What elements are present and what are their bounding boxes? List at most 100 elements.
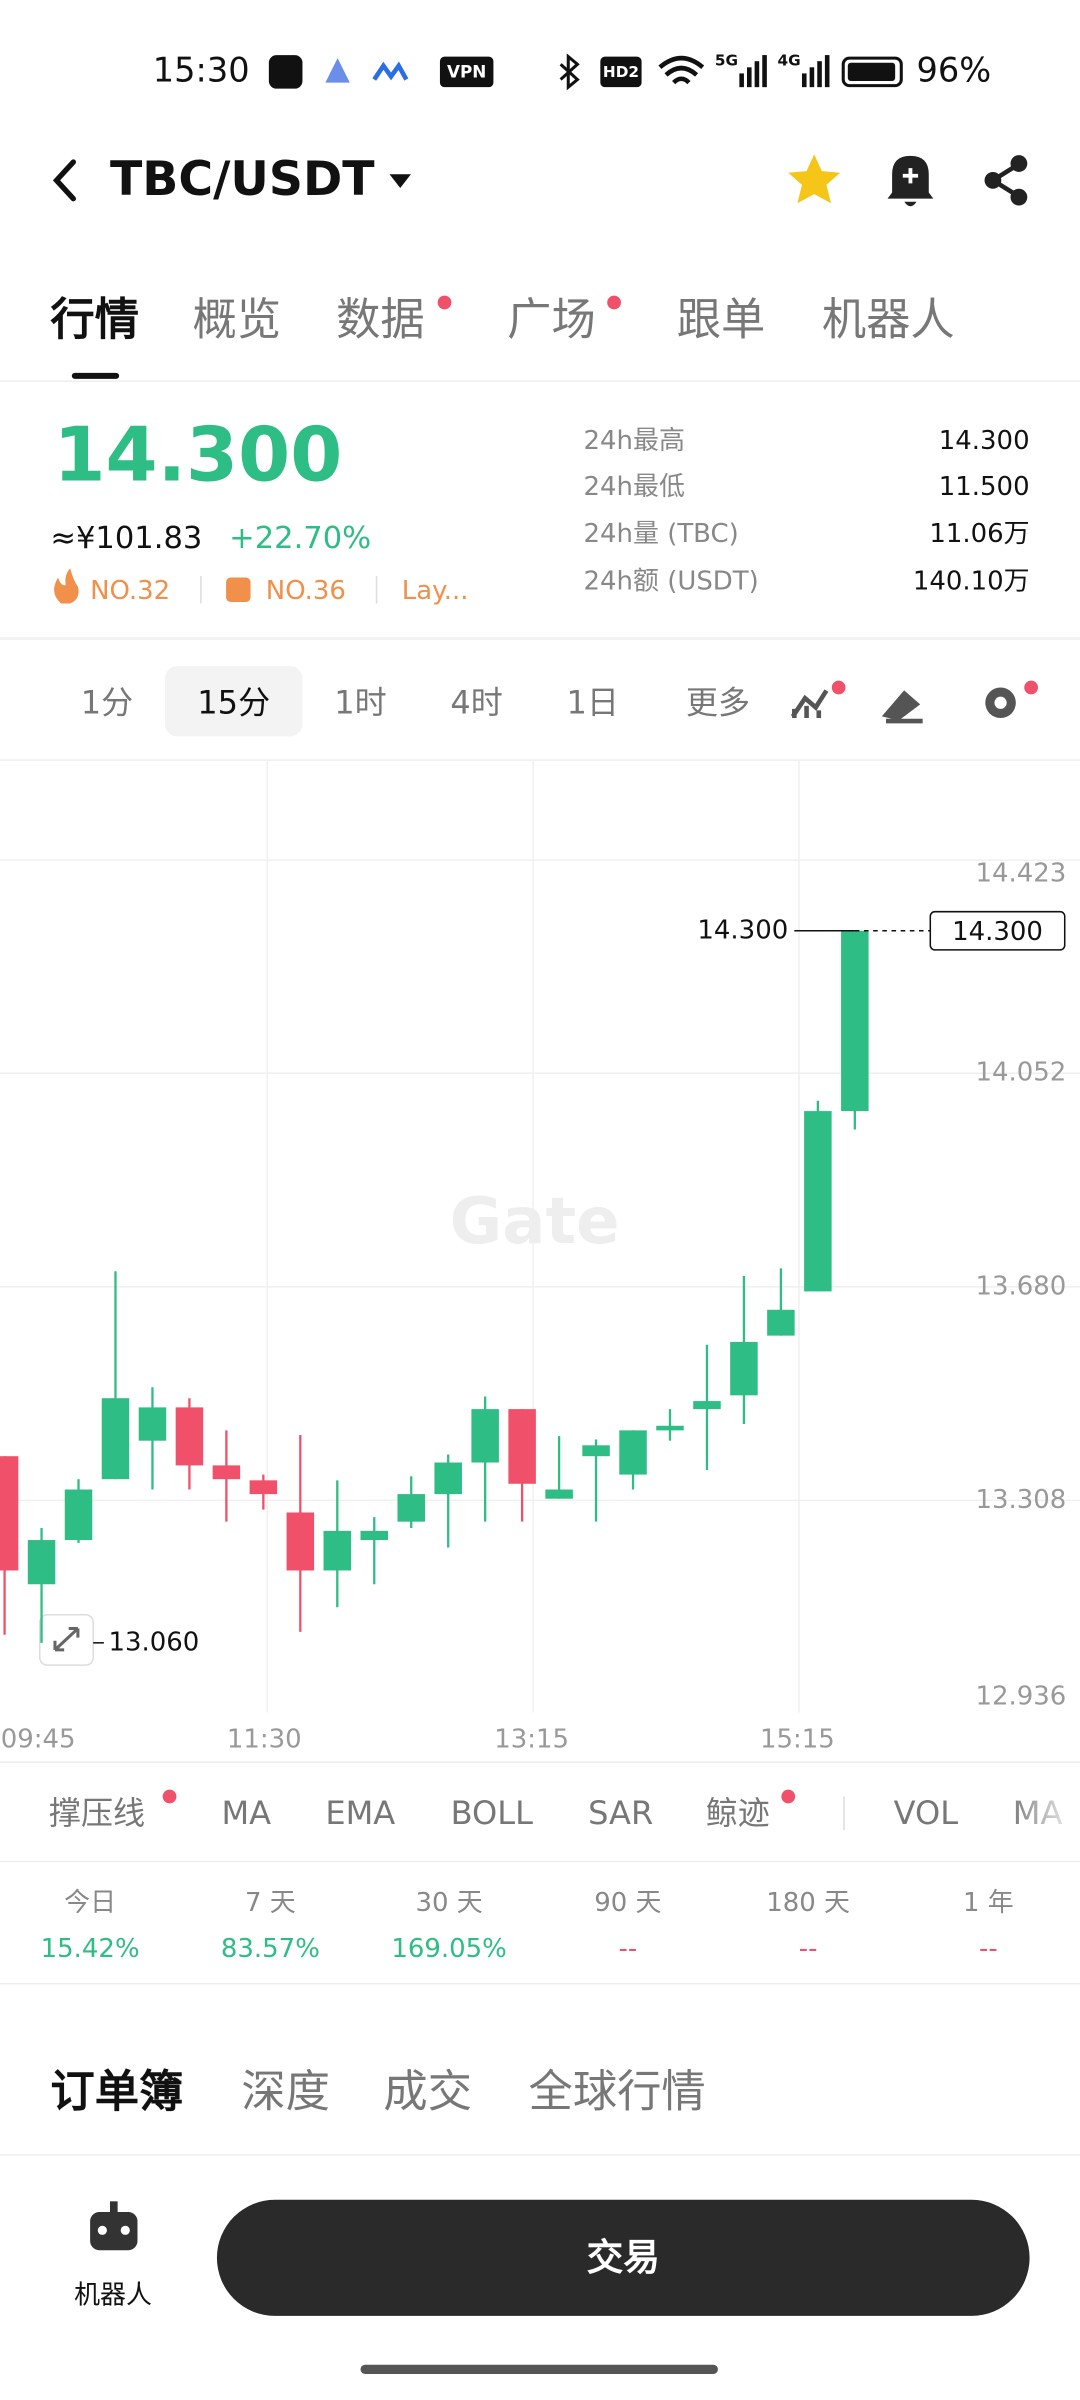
badge-dot <box>1024 680 1038 695</box>
period-change: 15.42% <box>41 1934 140 1964</box>
y-tick-label: 14.423 <box>975 858 1066 888</box>
indicator-tab[interactable]: MA <box>221 1794 271 1832</box>
vpn-badge <box>439 56 494 88</box>
candle-body <box>360 1530 389 1541</box>
stat-label: 24h最高 <box>584 426 685 456</box>
low-mark-label: 13.060 <box>108 1627 199 1657</box>
tab[interactable]: 机器人 <box>822 294 955 345</box>
interval-tab[interactable]: 1日 <box>566 683 618 721</box>
tab[interactable]: 数据 <box>336 294 425 345</box>
stat-value: 11.06万 <box>929 519 1029 549</box>
pair-dropdown[interactable] <box>389 174 411 188</box>
interval-tab[interactable]: 15分 <box>197 683 270 721</box>
stat-label: 24h额 (USDT) <box>584 567 759 597</box>
x-tick-label: 13:15 <box>494 1725 569 1755</box>
candle-body <box>693 1401 721 1410</box>
robot-icon[interactable] <box>90 2201 138 2251</box>
indicator-tab[interactable]: 鲸迹 <box>706 1794 770 1832</box>
interval-tab[interactable]: 更多 <box>686 683 750 721</box>
book-tab[interactable]: 成交 <box>383 2066 472 2117</box>
back-button[interactable] <box>52 159 76 202</box>
price-cny: ≈¥101.83 <box>50 521 202 556</box>
candle-body <box>138 1407 167 1441</box>
candle-body <box>619 1430 647 1475</box>
candle-body <box>841 930 869 1112</box>
vpn-label: VPN <box>447 62 486 82</box>
bell-plus <box>902 168 919 184</box>
badge-dot <box>607 295 621 310</box>
indicator-button[interactable] <box>790 689 829 719</box>
candle-body <box>730 1341 758 1396</box>
stat-value: 14.300 <box>939 426 1030 456</box>
divider <box>200 575 202 604</box>
favorite-star[interactable] <box>788 154 841 204</box>
x-tick-label: 11:30 <box>227 1725 302 1755</box>
last-price: 14.300 <box>53 411 342 498</box>
signal-icon <box>801 55 830 88</box>
trade-button[interactable] <box>216 2199 1030 2316</box>
hot-icon <box>54 568 79 604</box>
y-tick-label: 13.308 <box>975 1485 1066 1515</box>
share-button[interactable] <box>984 155 1028 206</box>
divider <box>0 759 1080 761</box>
candle-body <box>286 1512 315 1571</box>
robot-label[interactable]: 机器人 <box>74 2281 152 2311</box>
book-tab[interactable]: 全球行情 <box>529 2066 706 2117</box>
indicator-tab[interactable]: BOLL <box>451 1794 534 1832</box>
battery-level-text: 96% <box>917 50 992 89</box>
moon-icon <box>521 56 543 87</box>
last-price-label: 14.300 <box>697 915 788 945</box>
period-change: 83.57% <box>221 1934 320 1964</box>
tab[interactable]: 概览 <box>192 294 281 345</box>
app-icon <box>372 61 409 81</box>
interval-tab[interactable]: 4时 <box>450 683 502 721</box>
rank-label: NO.32 <box>90 576 170 606</box>
candle-body <box>508 1409 536 1484</box>
home-indicator <box>360 2364 718 2374</box>
period-label: 30 天 <box>415 1888 482 1918</box>
candle-body <box>323 1530 352 1571</box>
divider <box>0 380 1080 382</box>
candle-body <box>397 1494 425 1522</box>
y-tick-label: 14.052 <box>975 1058 1066 1088</box>
book-tab[interactable]: 订单簿 <box>50 2066 183 2117</box>
candle-body <box>434 1462 462 1495</box>
hd-badge <box>600 56 642 88</box>
candle-body <box>582 1445 610 1457</box>
fade-mask <box>1008 1787 1080 1843</box>
trade-label[interactable]: 交易 <box>587 2236 660 2279</box>
candle-body <box>27 1540 56 1585</box>
tab[interactable]: 行情 <box>50 294 139 345</box>
period-label: 7 天 <box>245 1888 296 1918</box>
y-tick-label: 12.936 <box>975 1682 1066 1712</box>
tab[interactable]: 跟单 <box>677 294 766 345</box>
indicator-tab[interactable]: EMA <box>325 1794 395 1832</box>
app-icon <box>325 58 350 83</box>
candle-body <box>767 1309 795 1336</box>
period-label: 90 天 <box>594 1888 661 1918</box>
divider <box>0 1982 1080 1985</box>
interval-tab[interactable]: 1分 <box>81 683 133 721</box>
candle-body <box>175 1407 204 1466</box>
indicator-tab[interactable]: 撑压线 <box>49 1794 145 1832</box>
candle-body <box>101 1398 130 1480</box>
draw-button[interactable] <box>881 690 923 724</box>
indicator-tab[interactable]: SAR <box>588 1794 653 1832</box>
candle-body <box>64 1489 93 1541</box>
book-tab[interactable]: 深度 <box>241 2066 330 2117</box>
last-price-axis-label: 14.300 <box>952 917 1043 947</box>
period-label: 今日 <box>64 1888 116 1918</box>
interval-tab[interactable]: 1时 <box>334 683 386 721</box>
divider <box>375 575 378 604</box>
period-change: -- <box>799 1934 818 1964</box>
badge-dot <box>162 1789 177 1804</box>
period-change: -- <box>618 1934 637 1964</box>
pair-title[interactable]: TBC/USDT <box>110 152 375 207</box>
period-change: -- <box>979 1934 998 1964</box>
settings-button[interactable] <box>985 687 1016 719</box>
indicator-tab[interactable]: VOL <box>894 1794 959 1832</box>
wifi-icon <box>658 55 705 85</box>
stat-label: 24h量 (TBC) <box>584 519 739 549</box>
tab[interactable]: 广场 <box>507 294 596 345</box>
